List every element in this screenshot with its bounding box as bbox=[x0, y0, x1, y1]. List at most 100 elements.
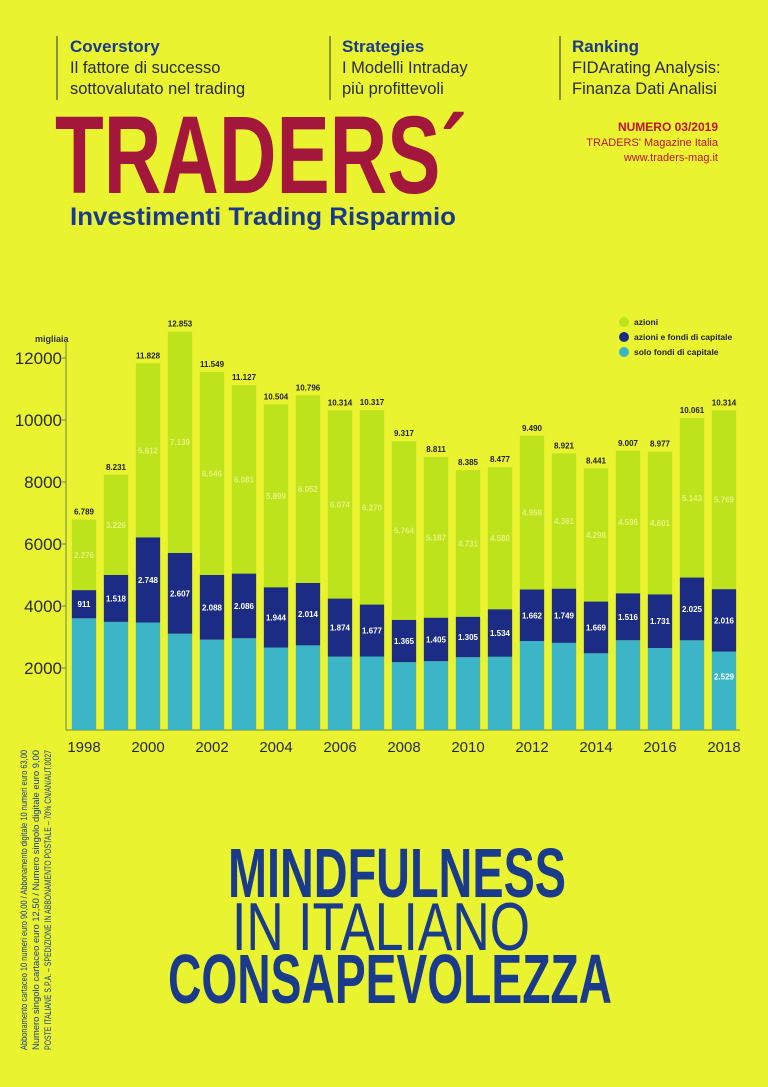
value-label: 7.139 bbox=[170, 438, 191, 447]
x-tick-label: 2012 bbox=[515, 739, 548, 756]
issue: NUMERO 03/2019 bbox=[618, 120, 718, 134]
value-label: 6.074 bbox=[330, 500, 351, 509]
legend-label: solo fondi di capitale bbox=[634, 347, 719, 357]
value-label: 6.052 bbox=[298, 485, 319, 494]
value-label: 2.086 bbox=[234, 602, 255, 611]
bar-segment bbox=[519, 435, 545, 590]
total-label: 8.921 bbox=[554, 441, 575, 450]
total-label: 8.441 bbox=[586, 456, 607, 465]
value-label: 4.596 bbox=[618, 518, 639, 527]
bar-segment bbox=[167, 331, 193, 553]
bar-segment bbox=[71, 519, 97, 591]
y-tick-label: 6000 bbox=[24, 535, 62, 554]
total-label: 8.477 bbox=[490, 455, 511, 464]
total-label: 8.811 bbox=[426, 445, 446, 454]
value-label: 2.529 bbox=[714, 673, 735, 682]
value-label: 911 bbox=[78, 600, 91, 609]
bar-segment bbox=[231, 385, 257, 574]
bar-segment bbox=[327, 410, 353, 599]
value-label: 1.662 bbox=[522, 611, 543, 620]
bar-segment bbox=[263, 587, 289, 648]
total-label: 8.231 bbox=[106, 463, 127, 472]
value-label: 3.226 bbox=[106, 521, 127, 530]
x-tick-label: 2014 bbox=[579, 739, 612, 756]
bar-segment bbox=[615, 593, 641, 641]
column-line: I Modelli Intraday bbox=[342, 59, 468, 77]
bar-segment bbox=[679, 640, 705, 730]
bar-segment bbox=[199, 574, 225, 640]
value-label: 2.276 bbox=[74, 551, 95, 560]
column-line: sottovalutato nel trading bbox=[70, 80, 245, 98]
bar-segment bbox=[519, 589, 545, 642]
x-tick-label: 2002 bbox=[195, 739, 228, 756]
column-title: Strategies bbox=[342, 37, 424, 56]
magazine: TRADERS' Magazine Italia bbox=[586, 137, 719, 149]
bar-segment bbox=[711, 651, 737, 730]
legend-label: azioni bbox=[634, 317, 658, 327]
column-title: Coverstory bbox=[70, 37, 160, 56]
total-label: 12.853 bbox=[168, 320, 193, 329]
bar-segment bbox=[455, 470, 481, 617]
total-label: 8.977 bbox=[650, 440, 671, 449]
x-tick-label: 2018 bbox=[707, 739, 740, 756]
bar-segment bbox=[551, 642, 577, 730]
y-tick-label: 2000 bbox=[24, 659, 62, 678]
column-line: FIDArating Analysis: bbox=[572, 59, 721, 77]
value-label: 4.731 bbox=[458, 539, 479, 548]
bar-segment bbox=[455, 657, 481, 730]
bar-segment bbox=[295, 582, 321, 646]
bar-segment bbox=[103, 474, 129, 575]
bar-segment bbox=[487, 656, 513, 730]
bar-segment bbox=[391, 619, 417, 663]
bar-segment bbox=[711, 410, 737, 590]
value-label: 1.518 bbox=[106, 594, 127, 603]
value-label: 6.546 bbox=[202, 469, 223, 478]
bar-segment bbox=[71, 618, 97, 730]
headline: MINDFULNESS bbox=[228, 834, 566, 912]
value-label: 1.405 bbox=[426, 635, 447, 644]
bar-segment bbox=[359, 410, 385, 605]
value-label: 2.748 bbox=[138, 576, 159, 585]
x-tick-label: 2010 bbox=[451, 739, 484, 756]
value-label: 1.305 bbox=[458, 633, 479, 642]
legend-label: azioni e fondi di capitale bbox=[634, 332, 733, 342]
total-label: 10.504 bbox=[264, 392, 289, 401]
value-label: 5.899 bbox=[266, 492, 287, 501]
total-label: 8.385 bbox=[458, 458, 479, 467]
bar-segment bbox=[295, 645, 321, 730]
total-label: 10.314 bbox=[712, 398, 737, 407]
bar-segment bbox=[103, 574, 129, 622]
bar-segment bbox=[391, 662, 417, 730]
value-label: 4.958 bbox=[522, 509, 543, 518]
side-text: Numero singolo cartaceo euro 12,50 / Num… bbox=[31, 750, 42, 1050]
bar-segment bbox=[231, 638, 257, 730]
bar-segment bbox=[551, 588, 577, 643]
value-label: 1.669 bbox=[586, 623, 607, 632]
value-label: 6.081 bbox=[234, 475, 255, 484]
headline: IN ITALIANO bbox=[232, 889, 530, 965]
value-label: 6.270 bbox=[362, 503, 383, 512]
value-label: 4.601 bbox=[650, 519, 671, 528]
value-label: 2.014 bbox=[298, 610, 319, 619]
total-label: 10.317 bbox=[360, 398, 385, 407]
value-label: 2.025 bbox=[682, 605, 703, 614]
x-tick-label: 2008 bbox=[387, 739, 420, 756]
bar-segment bbox=[423, 456, 449, 618]
y-tick-label: 12000 bbox=[15, 349, 62, 368]
url: www.traders-mag.it bbox=[623, 152, 718, 164]
bar-segment bbox=[263, 404, 289, 588]
total-label: 9.317 bbox=[394, 429, 415, 438]
bar-segment bbox=[295, 395, 321, 583]
value-label: 2.607 bbox=[170, 589, 191, 598]
total-label: 10.796 bbox=[296, 383, 321, 392]
legend-swatch bbox=[619, 347, 629, 357]
total-label: 11.127 bbox=[232, 373, 257, 382]
column-title: Ranking bbox=[572, 37, 639, 56]
value-label: 1.731 bbox=[650, 617, 671, 626]
total-label: 11.828 bbox=[136, 351, 161, 360]
value-label: 4.361 bbox=[554, 517, 575, 526]
side-text: POSTE ITALIANE S.P.A. – SPEDIZIONE IN AB… bbox=[43, 750, 54, 1050]
value-label: 2.088 bbox=[202, 603, 223, 612]
value-label: 2.016 bbox=[714, 616, 735, 625]
column-line: Finanza Dati Analisi bbox=[572, 80, 717, 98]
